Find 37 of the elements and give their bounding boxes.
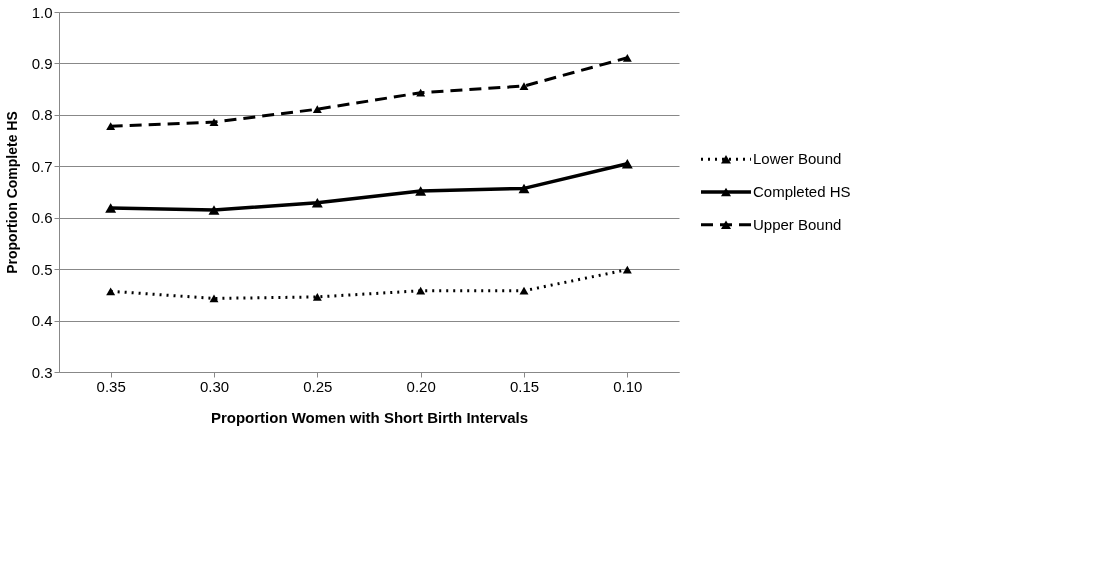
- x-tick-label: 0.25: [303, 377, 333, 395]
- point: [208, 205, 220, 215]
- y-tick-label: 0.7: [31, 157, 53, 175]
- x-tick-label: 0.30: [199, 377, 230, 395]
- point: [312, 105, 322, 114]
- y-tick-label: 0.9: [31, 54, 53, 72]
- x-tick-label: 0.15: [509, 377, 540, 395]
- y-tick-label: 0.3: [31, 363, 53, 381]
- y-tick-label: 0.5: [31, 260, 53, 278]
- point: [106, 287, 116, 296]
- point: [621, 158, 633, 169]
- x-tick-label: 0.35: [96, 377, 126, 395]
- point: [209, 294, 219, 303]
- y-axis-title: Proportion Complete HS: [3, 111, 20, 274]
- point: [622, 265, 632, 274]
- point: [519, 286, 529, 295]
- point: [415, 186, 427, 196]
- y-tick-label: 0.6: [31, 209, 53, 227]
- x-tick-label: 0.20: [406, 377, 436, 395]
- legend-label: Lower Bound: [753, 150, 842, 168]
- point: [622, 53, 632, 62]
- x-axis-title: Proportion Women with Short Birth Intervals: [210, 408, 529, 426]
- point: [519, 82, 529, 90]
- legend-label: Completed HS: [753, 183, 851, 200]
- y-tick-label: 1.0: [31, 3, 53, 21]
- point: [416, 286, 426, 295]
- y-tick-label: 0.8: [31, 106, 53, 124]
- point: [106, 122, 116, 131]
- x-tick-label: 0.10: [613, 377, 643, 395]
- legend-label: Upper Bound: [753, 215, 842, 233]
- point: [105, 203, 117, 213]
- y-tick-label: 0.4: [31, 312, 53, 330]
- point: [311, 198, 323, 208]
- point: [209, 118, 219, 126]
- point: [312, 293, 322, 301]
- point: [518, 183, 530, 194]
- point: [416, 88, 426, 97]
